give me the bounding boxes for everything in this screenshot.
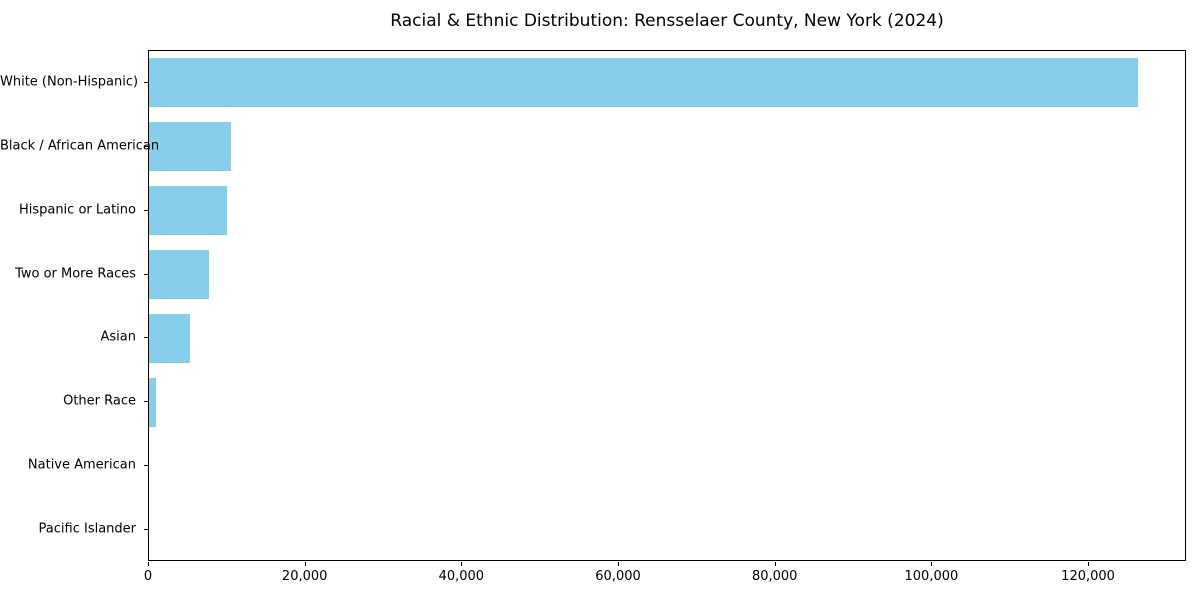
y-tick-label-hispanic-or-latino: Hispanic or Latino [18,202,136,218]
y-tick-label-two-or-more-races: Two or More Races [15,266,136,282]
y-tick-label-white-non-hispanic: White (Non-Hispanic) [0,74,139,90]
x-tick-mark [304,562,306,566]
y-tick-mark [144,145,148,147]
bar-asian [149,313,190,363]
y-tick-label-native-american: Native American [27,457,136,473]
y-tick-mark [144,401,148,403]
bar-two-or-more-races [149,250,210,300]
x-tick-label-20000: 20,000 [281,569,328,584]
y-tick-mark [144,81,148,83]
y-tick-mark [144,529,148,531]
plot-area [148,50,1186,561]
x-tick-mark [461,562,463,566]
bar-other-race [149,377,156,427]
y-tick-mark [144,209,148,211]
x-tick-mark [618,562,620,566]
x-tick-mark [931,562,933,566]
x-tick-mark [148,562,149,566]
x-tick-mark [774,562,776,566]
y-tick-mark [144,337,148,339]
x-tick-label-0: 0 [143,569,153,584]
chart-title: Racial & Ethnic Distribution: Rensselaer… [390,11,944,31]
y-tick-mark [144,273,148,275]
x-tick-label-100000: 100,000 [904,569,959,584]
y-tick-mark [144,465,148,467]
bar-white-non-hispanic [149,58,1138,108]
y-tick-label-other-race: Other Race [63,393,136,409]
x-tick-label-40000: 40,000 [438,569,485,584]
y-tick-label-black-african-american: Black / African American [0,138,160,154]
bar-hispanic-or-latino [149,186,227,236]
x-tick-mark [1088,562,1090,566]
bar-black-african-american [149,122,232,172]
y-tick-label-pacific-islander: Pacific Islander [38,521,136,537]
y-tick-label-asian: Asian [100,329,136,345]
x-tick-label-60000: 60,000 [595,569,641,584]
x-tick-label-120000: 120,000 [1061,569,1115,584]
x-tick-label-80000: 80,000 [751,569,798,584]
